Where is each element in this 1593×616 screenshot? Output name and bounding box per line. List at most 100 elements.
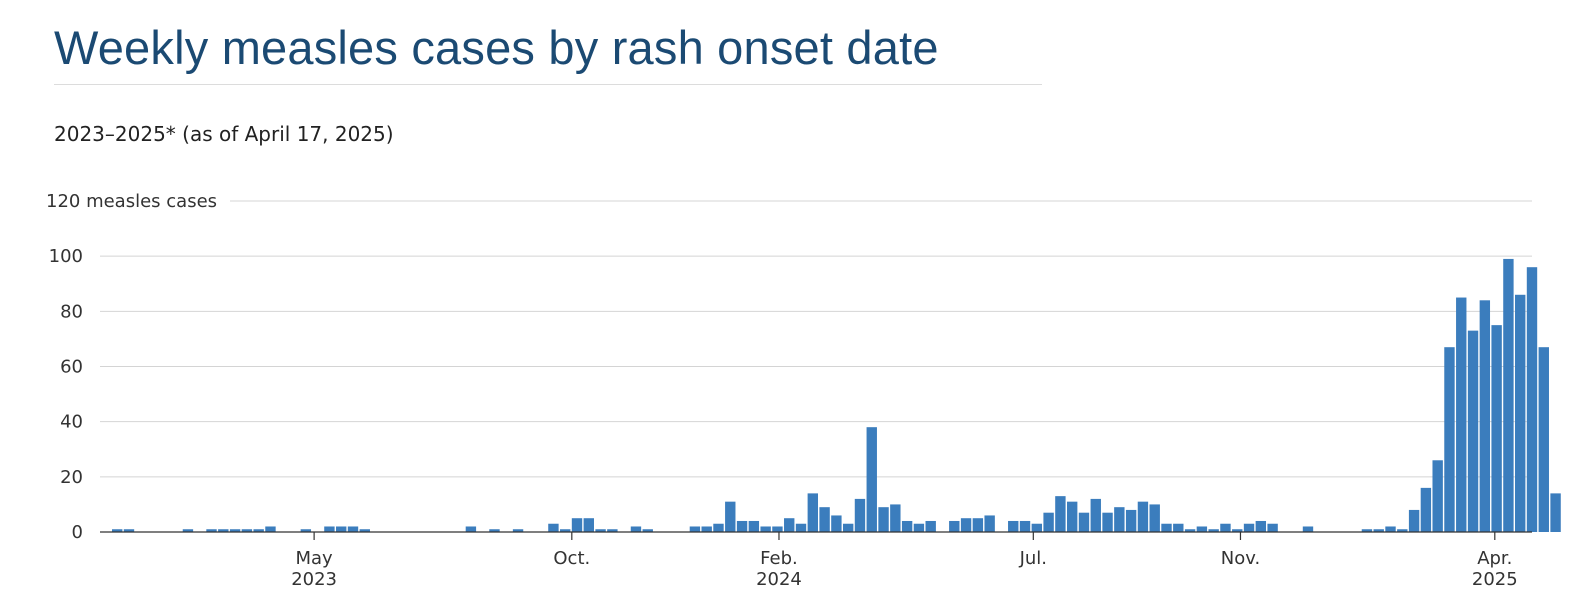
bar [347,526,359,532]
x-tick-year: 2023 [291,569,337,590]
bar [1102,512,1113,532]
bar [182,529,194,532]
bar [336,526,347,532]
bar [642,529,653,532]
bar [241,529,253,532]
bar [960,518,972,532]
bar [489,529,500,532]
bar [1078,512,1090,532]
bar [1173,523,1184,532]
bar [689,526,701,532]
bar [878,507,889,532]
bar [772,526,783,532]
bar [736,520,748,532]
bar [784,518,795,532]
bar [1149,504,1160,532]
bar [854,498,866,532]
bar [984,515,995,532]
bar [1420,487,1432,532]
bar [1503,258,1514,532]
bar [206,529,217,532]
chart-subtitle: 2023–2025* (as of April 17, 2025) [54,122,394,146]
bar [949,520,960,532]
x-tick-label: Nov. [1221,548,1260,569]
bar [1031,523,1043,532]
bar [218,529,229,532]
bar [1043,512,1054,532]
bar [548,523,559,532]
chart-title: Weekly measles cases by rash onset date [54,21,939,74]
bar [1432,460,1443,532]
gridlines [100,200,1532,478]
bar [300,529,312,532]
bar [1090,498,1101,532]
y-tick-label: 0 [72,522,83,543]
bar [1302,526,1314,532]
bar [607,529,618,532]
bar [1361,529,1373,532]
bar [1114,507,1125,532]
bar [630,526,642,532]
bar [465,526,477,532]
bar [1526,267,1538,532]
x-tick-label: May [296,548,334,569]
bar [819,507,830,532]
y-tick-label: 120 measles cases [46,191,217,212]
bar [925,520,936,532]
y-tick-label: 20 [60,467,83,488]
bar [1196,526,1208,532]
bar [1385,526,1396,532]
bar [583,518,594,532]
bar [725,501,736,532]
bar [1444,347,1455,532]
bars [112,258,1561,533]
bar [1019,520,1031,532]
bar [1397,529,1408,532]
bar [1491,325,1502,533]
bar [512,529,524,532]
bar [701,526,712,532]
bar [866,427,877,532]
x-tick-label: Apr. [1477,548,1512,569]
bar [229,529,241,532]
y-tick-label: 80 [60,301,83,322]
bar [1125,509,1137,532]
bar [972,518,984,532]
y-tick-label: 40 [60,412,83,433]
x-tick-year: 2024 [756,569,802,590]
bar [265,526,276,532]
bar [359,529,370,532]
bar [842,523,854,532]
bar [560,529,571,532]
bar [1373,529,1384,532]
bar [595,529,606,532]
y-tick-label: 60 [60,357,83,378]
bar [1184,529,1196,532]
bar [1467,330,1479,532]
bar [1243,523,1255,532]
bar [1538,347,1549,532]
bar [1408,509,1420,532]
bar [1055,496,1066,532]
bar [1066,501,1078,532]
bar [713,523,724,532]
bar [1479,300,1491,532]
title-divider [54,84,1042,85]
x-tick-label: Feb. [760,548,798,569]
bar [1267,523,1278,532]
bar [1008,520,1019,532]
bar [748,520,760,532]
bar [831,515,842,532]
y-tick-label: 100 [49,246,83,267]
bar [324,526,335,532]
bar [1232,529,1243,532]
bar [901,520,913,532]
bar [913,523,925,532]
bar [1220,523,1231,532]
bar [1550,493,1561,532]
bar [123,529,135,532]
bar [112,529,123,532]
x-tick-label: Jul. [1019,548,1047,569]
